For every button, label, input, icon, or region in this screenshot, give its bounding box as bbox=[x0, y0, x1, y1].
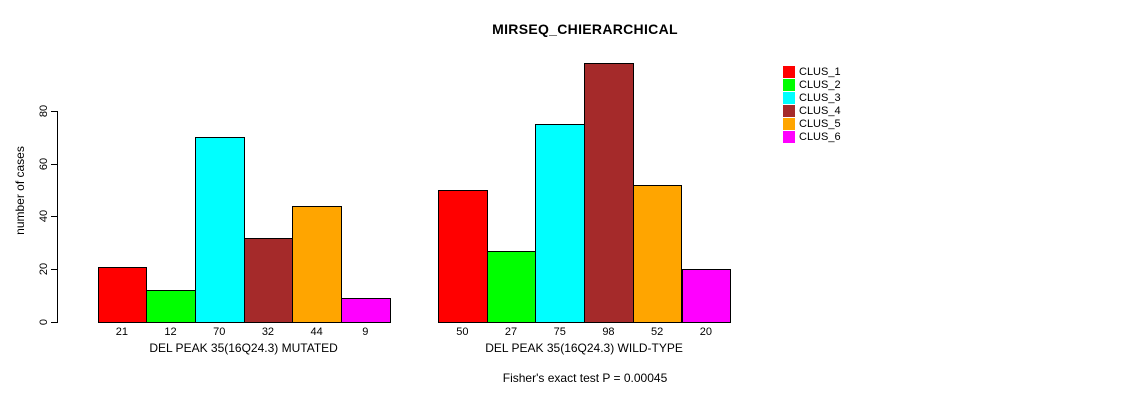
bar-value-label: 20 bbox=[699, 326, 712, 338]
y-axis-tick-label: 60 bbox=[38, 157, 50, 170]
legend-swatch-icon bbox=[783, 104, 795, 117]
legend-item: CLUS_6 bbox=[783, 130, 841, 143]
bar-clus_5-group1 bbox=[292, 205, 342, 323]
legend-label: CLUS_1 bbox=[799, 65, 841, 78]
bar-clus_6-group1 bbox=[341, 298, 391, 323]
bar-clus_2-group2 bbox=[486, 250, 537, 323]
group-label: DEL PEAK 35(16Q24.3) WILD-TYPE bbox=[485, 341, 683, 355]
y-axis-tick-label: 80 bbox=[38, 104, 50, 117]
legend-swatch-icon bbox=[783, 130, 795, 143]
legend-item: CLUS_3 bbox=[783, 91, 841, 104]
bar-clus_5-group2 bbox=[632, 184, 683, 323]
y-axis-tick-label: 0 bbox=[38, 318, 50, 326]
bar-clus_6-group2 bbox=[681, 269, 732, 323]
legend-label: CLUS_5 bbox=[799, 117, 841, 130]
bar-value-label: 52 bbox=[651, 326, 664, 338]
legend-swatch-icon bbox=[783, 78, 795, 91]
legend-item: CLUS_2 bbox=[783, 78, 841, 91]
y-axis-tick bbox=[51, 269, 58, 271]
bar-value-label: 9 bbox=[362, 326, 369, 338]
legend-swatch-icon bbox=[783, 117, 795, 130]
group-label: DEL PEAK 35(16Q24.3) MUTATED bbox=[149, 341, 338, 355]
legend-label: CLUS_6 bbox=[799, 130, 841, 143]
bar-clus_4-group2 bbox=[584, 63, 634, 323]
bar-clus_4-group1 bbox=[243, 237, 294, 323]
y-axis-tick bbox=[51, 163, 58, 165]
chart-title: MIRSEQ_CHIERARCHICAL bbox=[492, 21, 678, 37]
legend: CLUS_1 CLUS_2 CLUS_3 CLUS_4 CLUS_5 CLUS_6 bbox=[783, 65, 841, 143]
legend-item: CLUS_4 bbox=[783, 104, 841, 117]
legend-label: CLUS_3 bbox=[799, 91, 841, 104]
bar-value-label: 98 bbox=[602, 326, 615, 338]
bar-value-label: 32 bbox=[261, 326, 275, 338]
bar-clus_3-group1 bbox=[194, 137, 245, 323]
bar-value-label: 12 bbox=[164, 326, 177, 338]
bar-value-label: 50 bbox=[456, 326, 469, 338]
y-axis-tick bbox=[51, 216, 58, 218]
bar-clus_3-group2 bbox=[535, 124, 586, 323]
legend-swatch-icon bbox=[783, 91, 795, 104]
bar-value-label: 44 bbox=[310, 326, 323, 338]
bar-value-label: 75 bbox=[553, 326, 566, 338]
legend-swatch-icon bbox=[783, 65, 795, 78]
legend-item: CLUS_5 bbox=[783, 117, 841, 130]
y-axis-tick bbox=[51, 322, 58, 323]
fisher-test-annotation: Fisher's exact test P = 0.00045 bbox=[502, 371, 668, 385]
bar-value-label: 21 bbox=[115, 326, 128, 338]
legend-item: CLUS_1 bbox=[783, 65, 841, 78]
bar-clus_1-group2 bbox=[438, 190, 488, 323]
bar-value-label: 70 bbox=[213, 326, 226, 338]
y-axis-tick-label: 20 bbox=[38, 263, 50, 276]
legend-label: CLUS_4 bbox=[799, 104, 841, 117]
bar-clus_2-group1 bbox=[146, 290, 196, 323]
y-axis-tick-label: 40 bbox=[38, 210, 50, 223]
bar-value-label: 27 bbox=[504, 326, 518, 338]
bar-clus_1-group1 bbox=[97, 266, 148, 323]
legend-label: CLUS_2 bbox=[799, 78, 841, 91]
y-axis-tick bbox=[51, 110, 58, 112]
y-axis-label: number of cases bbox=[13, 146, 27, 235]
